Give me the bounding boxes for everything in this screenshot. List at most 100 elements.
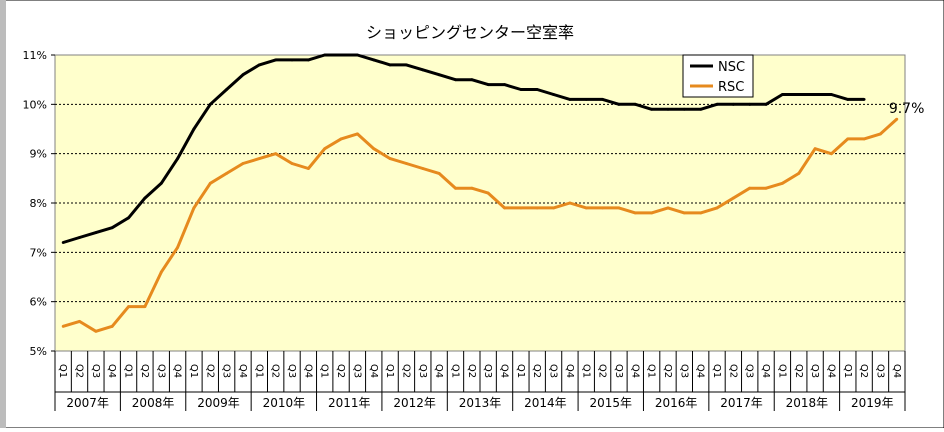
year-label: 2011年 xyxy=(328,396,371,410)
data-point-nsc xyxy=(290,58,294,62)
data-point-rsc xyxy=(879,132,882,136)
quarter-tick-label: Q2 xyxy=(858,364,869,378)
quarter-tick-label: Q2 xyxy=(662,364,673,378)
data-point-rsc xyxy=(290,162,294,165)
year-label: 2010年 xyxy=(263,396,306,410)
quarter-tick-label: Q4 xyxy=(433,364,444,378)
data-point-rsc xyxy=(257,157,261,161)
quarter-tick-label: Q1 xyxy=(515,364,526,378)
quarter-tick-label: Q3 xyxy=(548,364,559,378)
data-point-nsc xyxy=(274,58,278,62)
quarter-tick-label: Q1 xyxy=(384,364,395,378)
data-point-nsc xyxy=(356,53,359,57)
quarter-tick-label: Q3 xyxy=(874,364,885,378)
data-point-nsc xyxy=(208,102,212,106)
data-point-nsc xyxy=(421,68,425,72)
data-point-nsc xyxy=(176,157,179,161)
y-tick-label: 6% xyxy=(30,296,47,309)
quarter-tick-label: Q2 xyxy=(74,364,85,378)
data-point-nsc xyxy=(503,83,506,86)
frame-edge-left xyxy=(0,0,6,428)
data-point-nsc xyxy=(535,88,539,91)
data-point-nsc xyxy=(699,107,703,111)
data-point-rsc xyxy=(127,305,130,308)
data-point-rsc xyxy=(437,172,441,175)
data-point-nsc xyxy=(617,102,621,106)
data-point-nsc xyxy=(601,98,604,101)
quarter-tick-label: Q4 xyxy=(564,364,575,378)
data-point-nsc xyxy=(682,107,686,111)
data-point-nsc xyxy=(78,236,81,239)
data-point-rsc xyxy=(699,211,703,215)
data-point-rsc xyxy=(813,147,817,151)
year-label: 2016年 xyxy=(655,396,698,410)
quarter-tick-label: Q4 xyxy=(629,364,640,378)
data-point-rsc xyxy=(454,186,457,190)
data-point-nsc xyxy=(846,98,850,101)
quarter-tick-label: Q2 xyxy=(204,364,215,378)
data-point-nsc xyxy=(127,216,130,220)
y-tick-label: 7% xyxy=(30,246,47,259)
data-point-nsc xyxy=(519,88,523,91)
series-line-nsc xyxy=(62,53,865,244)
legend-box xyxy=(682,54,754,98)
y-axis: 5% 6% 7% 8% 9% 10% 11% xyxy=(23,49,55,358)
quarter-tick-label: Q3 xyxy=(155,364,166,378)
data-point-rsc xyxy=(731,196,735,200)
year-label: 2019年 xyxy=(851,396,894,410)
data-point-rsc xyxy=(797,172,801,175)
y-tick-label: 11% xyxy=(23,49,47,62)
quarter-tick-label: Q1 xyxy=(123,364,134,378)
quarter-tick-label: Q3 xyxy=(678,364,689,378)
quarter-tick-label: Q2 xyxy=(139,364,150,378)
year-label: 2012年 xyxy=(393,396,436,410)
data-point-rsc xyxy=(633,211,637,215)
data-point-nsc xyxy=(764,102,768,106)
data-point-rsc xyxy=(503,206,506,210)
data-point-rsc xyxy=(306,167,310,170)
data-point-nsc xyxy=(306,58,310,62)
quarter-tick-label: Q3 xyxy=(351,364,362,378)
year-label: 2008年 xyxy=(132,396,175,410)
quarter-tick-label: Q3 xyxy=(90,364,101,378)
x-axis: Q1 Q2 Q3 Q4 2007年 Q1 Q2 Q3 Q4 2008年 Q1 Q2 Q3 Q4 2009年 Q… xyxy=(54,351,906,411)
data-point-rsc xyxy=(176,246,179,249)
data-point-rsc xyxy=(617,206,621,210)
data-point-nsc xyxy=(650,107,654,111)
quarter-tick-label: Q3 xyxy=(809,364,820,378)
quarter-tick-label: Q4 xyxy=(302,364,313,378)
quarter-tick-label: Q3 xyxy=(417,364,428,378)
quarter-tick-label: Q1 xyxy=(449,364,460,378)
data-point-rsc xyxy=(470,186,474,190)
quarter-tick-label: Q4 xyxy=(891,364,902,378)
data-point-nsc xyxy=(405,63,408,67)
data-point-nsc xyxy=(797,93,801,96)
legend-label-rsc: RSC xyxy=(718,80,744,95)
data-point-rsc xyxy=(535,206,539,210)
data-point-rsc xyxy=(225,172,229,175)
data-point-nsc xyxy=(781,93,784,96)
data-point-nsc xyxy=(486,83,490,86)
data-point-nsc xyxy=(454,78,457,82)
chart-title: ショッピングセンター空室率 xyxy=(366,23,574,42)
data-point-nsc xyxy=(813,93,817,96)
legend: NSC RSC xyxy=(682,54,754,98)
quarter-tick-label: Q2 xyxy=(335,364,346,378)
data-point-nsc xyxy=(584,98,588,101)
quarter-tick-label: Q4 xyxy=(499,364,510,378)
data-point-nsc xyxy=(731,102,735,106)
year-label: 2014年 xyxy=(524,396,567,410)
data-point-rsc xyxy=(568,201,572,205)
data-point-rsc xyxy=(715,206,719,210)
data-point-rsc xyxy=(650,211,654,215)
data-point-nsc xyxy=(633,102,637,106)
data-point-nsc xyxy=(748,102,752,106)
data-point-rsc xyxy=(682,211,686,215)
quarter-tick-label: Q2 xyxy=(400,364,411,378)
data-point-rsc xyxy=(192,206,196,210)
year-label: 2015年 xyxy=(589,396,632,410)
data-point-rsc xyxy=(405,162,408,165)
data-point-rsc xyxy=(519,206,523,210)
quarter-tick-label: Q1 xyxy=(57,364,68,378)
